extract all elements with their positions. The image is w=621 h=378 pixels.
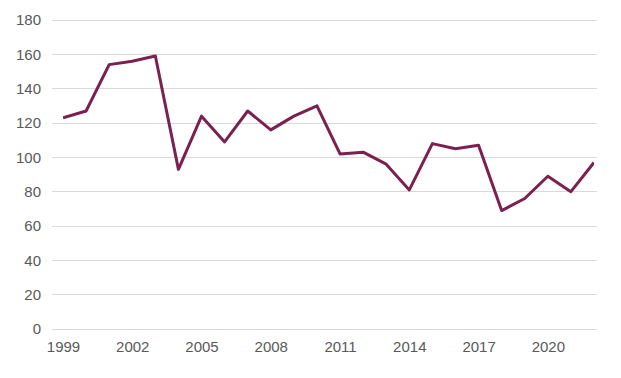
x-tick: 2011: [324, 329, 356, 355]
y-tick: 20: [24, 286, 52, 303]
y-tick-label: 120: [16, 114, 41, 131]
x-tick: 2020: [532, 329, 565, 355]
grid-line: [52, 329, 597, 330]
grid-line: [52, 54, 597, 55]
series-line: [63, 56, 594, 211]
y-tick: 0: [33, 320, 52, 337]
y-tick-label: 80: [24, 183, 41, 200]
grid: [52, 20, 597, 329]
y-tick-label: 160: [16, 46, 41, 63]
x-tick-label: 2005: [185, 338, 218, 355]
y-tick: 120: [16, 114, 52, 131]
y-axis-line: [52, 21, 53, 330]
x-tick: 2014: [393, 329, 426, 355]
plot-area: [63, 56, 594, 211]
y-tick: 180: [16, 11, 52, 28]
y-tick: 160: [16, 46, 52, 63]
y-tick-label: 140: [16, 80, 41, 97]
y-tick-label: 0: [33, 320, 41, 337]
x-axis-line: [64, 329, 595, 330]
x-tick: 2005: [185, 329, 218, 355]
x-tick-label: 1999: [47, 338, 80, 355]
x-tick-label: 2014: [393, 338, 426, 355]
grid-line: [52, 260, 597, 261]
x-tick-label: 2002: [116, 338, 149, 355]
y-tick-label: 180: [16, 11, 41, 28]
grid-line: [52, 294, 597, 295]
x-tick: 2002: [116, 329, 149, 355]
chart: 0 20 40 60 80 100 120 140 160 180 1999 2002 2005 2008…: [0, 0, 621, 378]
y-tick-label: 60: [24, 217, 41, 234]
grid-line: [52, 88, 597, 89]
y-tick: 80: [24, 183, 52, 200]
x-tick-label: 2017: [462, 338, 495, 355]
y-tick-label: 100: [16, 149, 41, 166]
grid-line: [52, 191, 597, 192]
x-tick-label: 2020: [532, 338, 565, 355]
grid-line: [52, 226, 597, 227]
y-tick-label: 20: [24, 286, 41, 303]
y-tick: 140: [16, 80, 52, 97]
y-tick-label: 40: [24, 252, 41, 269]
grid-line: [52, 157, 597, 158]
y-tick: 60: [24, 217, 52, 234]
x-tick: 2008: [255, 329, 288, 355]
x-tick: 2017: [462, 329, 495, 355]
y-tick: 40: [24, 252, 52, 269]
y-tick: 100: [16, 149, 52, 166]
x-tick-label: 2008: [255, 338, 288, 355]
grid-line: [52, 20, 597, 21]
y-axis: 0 20 40 60 80 100 120 140 160 180: [16, 11, 53, 337]
x-axis: 1999 2002 2005 2008 2011 2014 2017 2020: [47, 329, 595, 355]
x-tick: 1999: [47, 329, 80, 355]
x-tick-label: 2011: [324, 338, 356, 355]
